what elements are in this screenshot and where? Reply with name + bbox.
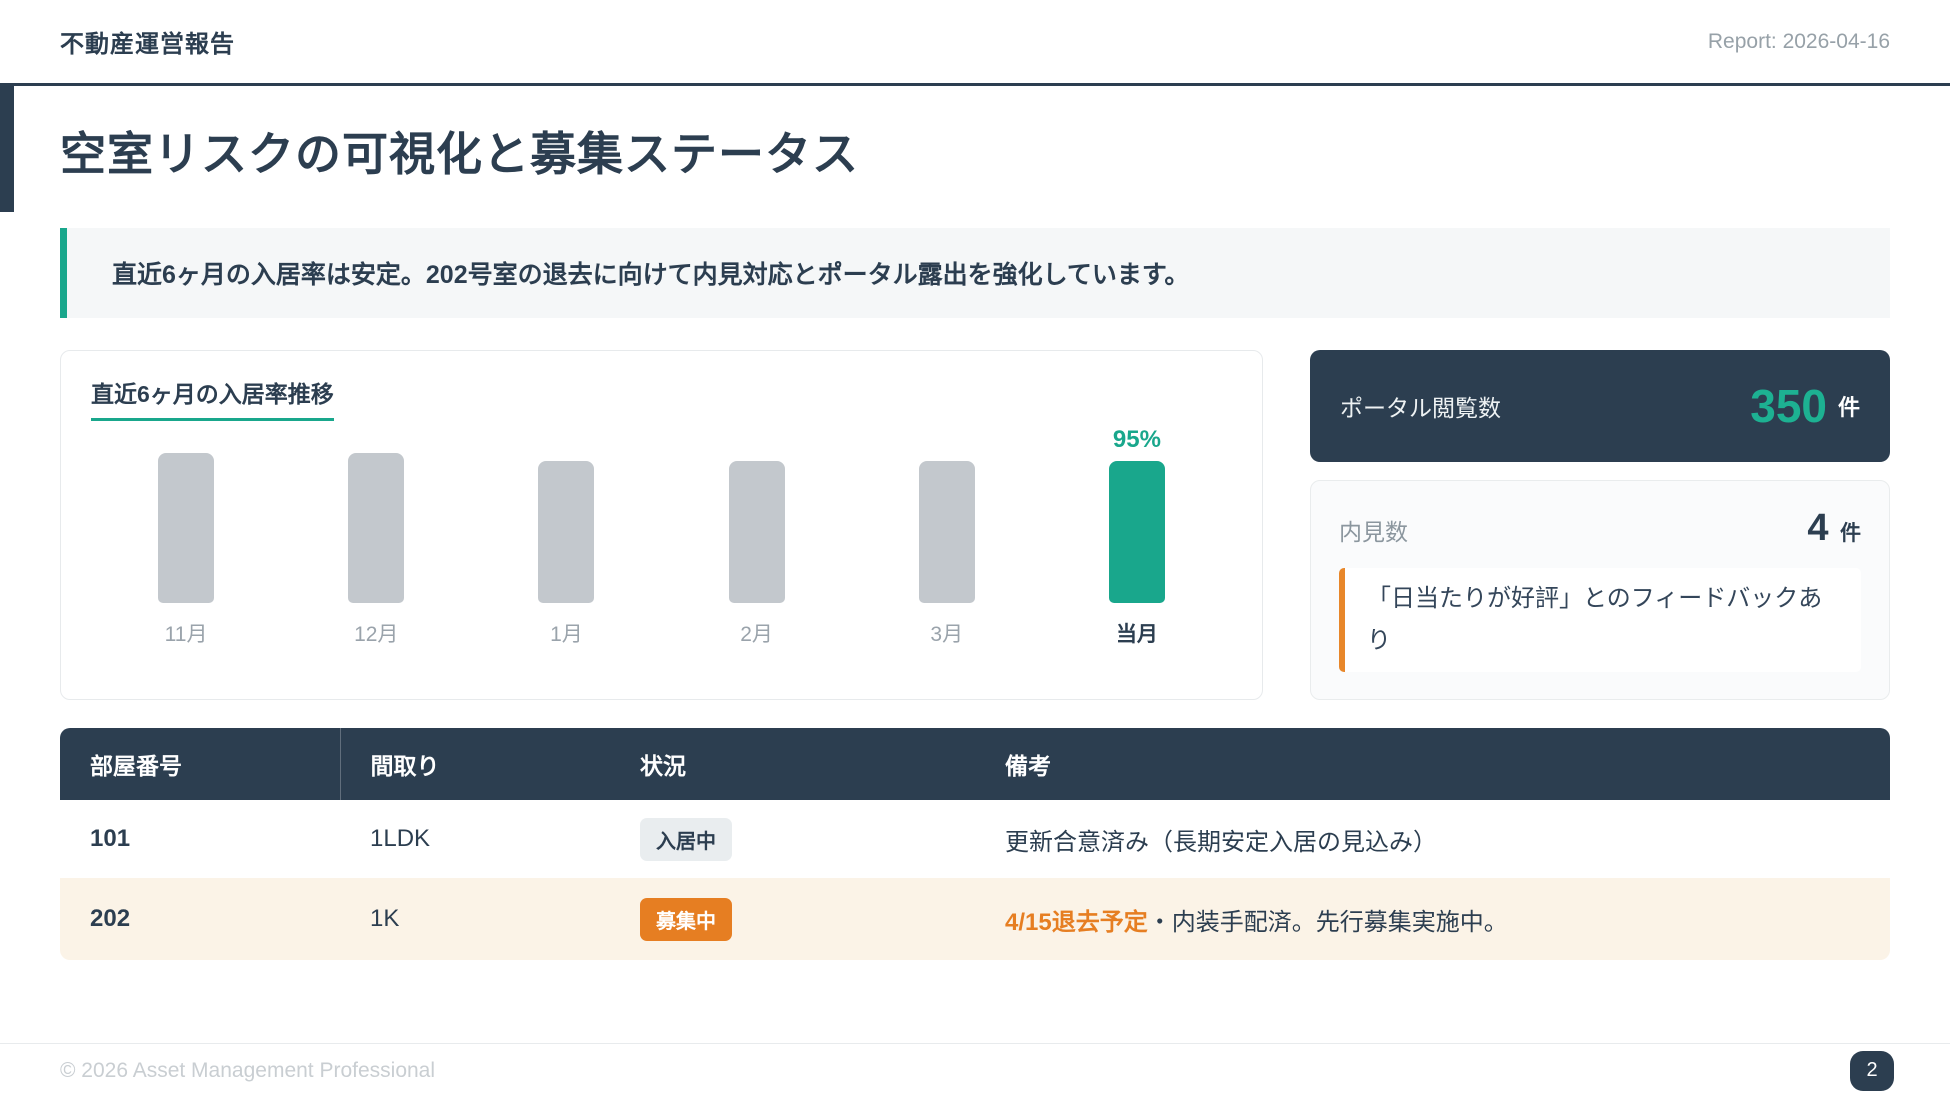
viewings-value: 4 <box>1807 507 1829 549</box>
viewings-panel: 内見数 4 件 「日当たりが好評」とのフィードバックあり <box>1310 480 1890 700</box>
room-number: 202 <box>60 878 340 960</box>
col-layout: 間取り <box>340 728 610 800</box>
bar-label-jan: 1月 <box>550 623 583 646</box>
slide-footer: © 2026 Asset Management Professional 2 <box>0 1043 1950 1097</box>
chart-bar-group: 2月 <box>662 425 852 648</box>
col-notes: 備考 <box>975 728 1890 800</box>
summary-callout: 直近6ヶ月の入居率は安定。202号室の退去に向けて内見対応とポータル露出を強化し… <box>60 228 1890 318</box>
col-status: 状況 <box>610 728 975 800</box>
bar-label-nov: 11月 <box>164 623 208 646</box>
content-row: 直近6ヶ月の入居率推移 11月 12月 1月 2月 <box>60 350 1890 700</box>
slide-body: 空室リスクの可視化と募集ステータス 直近6ヶ月の入居率は安定。202号室の退去に… <box>0 118 1950 960</box>
report-date: Report: 2026-04-16 <box>1707 29 1890 53</box>
table-header-row: 部屋番号 間取り 状況 備考 <box>60 728 1890 800</box>
bar-mar <box>918 460 975 603</box>
room-number: 101 <box>60 800 340 878</box>
bar-label-current: 当月 <box>1115 623 1158 646</box>
note-text: ・内装手配済。先行募集実施中。 <box>1147 908 1508 936</box>
rooms-table-wrap: 部屋番号 間取り 状況 備考 101 1LDK 入居中 更新合意済み（長期安定入… <box>60 728 1890 960</box>
room-layout: 1LDK <box>340 800 610 878</box>
bar-label-feb: 2月 <box>740 623 773 646</box>
portal-views-unit: 件 <box>1837 395 1860 420</box>
occupancy-bar-chart: 11月 12月 1月 2月 3月 <box>91 425 1232 648</box>
chart-bar-group: 3月 <box>852 425 1042 648</box>
portal-views-value: 350 <box>1750 380 1827 432</box>
bar-nov <box>158 453 215 603</box>
status-badge: 募集中 <box>640 897 732 941</box>
summary-text: 直近6ヶ月の入居率は安定。202号室の退去に向けて内見対応とポータル露出を強化し… <box>112 261 1190 289</box>
bar-dec <box>348 453 405 603</box>
viewings-unit: 件 <box>1840 522 1861 545</box>
rooms-table: 部屋番号 間取り 状況 備考 101 1LDK 入居中 更新合意済み（長期安定入… <box>60 728 1890 960</box>
report-app-title: 不動産運営報告 <box>60 31 235 58</box>
chart-bar-group: 1月 <box>471 425 661 648</box>
portal-views-label: ポータル閲覧数 <box>1340 395 1501 421</box>
page-title: 空室リスクの可視化と募集ステータス <box>60 128 859 180</box>
bar-jan <box>538 460 595 603</box>
chart-title: 直近6ヶ月の入居率推移 <box>91 375 334 421</box>
status-badge: 入居中 <box>640 817 732 861</box>
bar-label-mar: 3月 <box>930 623 964 646</box>
page-number-badge: 2 <box>1850 1050 1894 1091</box>
room-layout: 1K <box>340 878 610 960</box>
note-highlight: 4/15退去予定 <box>1005 908 1148 936</box>
note-text: 更新合意済み（長期安定入居の見込み） <box>1005 828 1437 856</box>
report-header: 不動産運営報告 Report: 2026-04-16 <box>0 0 1950 86</box>
portal-views-panel: ポータル閲覧数 350 件 <box>1310 350 1890 462</box>
bar-current-month <box>1108 460 1165 603</box>
chart-bar-group: 11月 <box>91 425 281 648</box>
feedback-note: 「日当たりが好評」とのフィードバックあり <box>1339 568 1861 672</box>
stats-column: ポータル閲覧数 350 件 内見数 4 件 「日当たりが好評」とのフィードバック… <box>1310 350 1890 700</box>
chart-bar-group: 95% 当月 <box>1042 425 1232 648</box>
table-row: 101 1LDK 入居中 更新合意済み（長期安定入居の見込み） <box>60 800 1890 878</box>
bar-value-current: 95% <box>1112 425 1161 453</box>
bar-feb <box>728 460 785 603</box>
bar-label-dec: 12月 <box>354 623 399 646</box>
chart-bar-group: 12月 <box>281 425 471 648</box>
col-room-number: 部屋番号 <box>60 728 341 800</box>
viewings-label: 内見数 <box>1339 519 1408 545</box>
occupancy-chart-card: 直近6ヶ月の入居率推移 11月 12月 1月 2月 <box>60 350 1263 700</box>
feedback-text: 「日当たりが好評」とのフィードバックあり <box>1367 585 1823 654</box>
copyright-text: © 2026 Asset Management Professional <box>60 1058 436 1082</box>
table-row: 202 1K 募集中 4/15退去予定・内装手配済。先行募集実施中。 <box>60 878 1890 960</box>
title-accent-bar <box>0 86 14 212</box>
